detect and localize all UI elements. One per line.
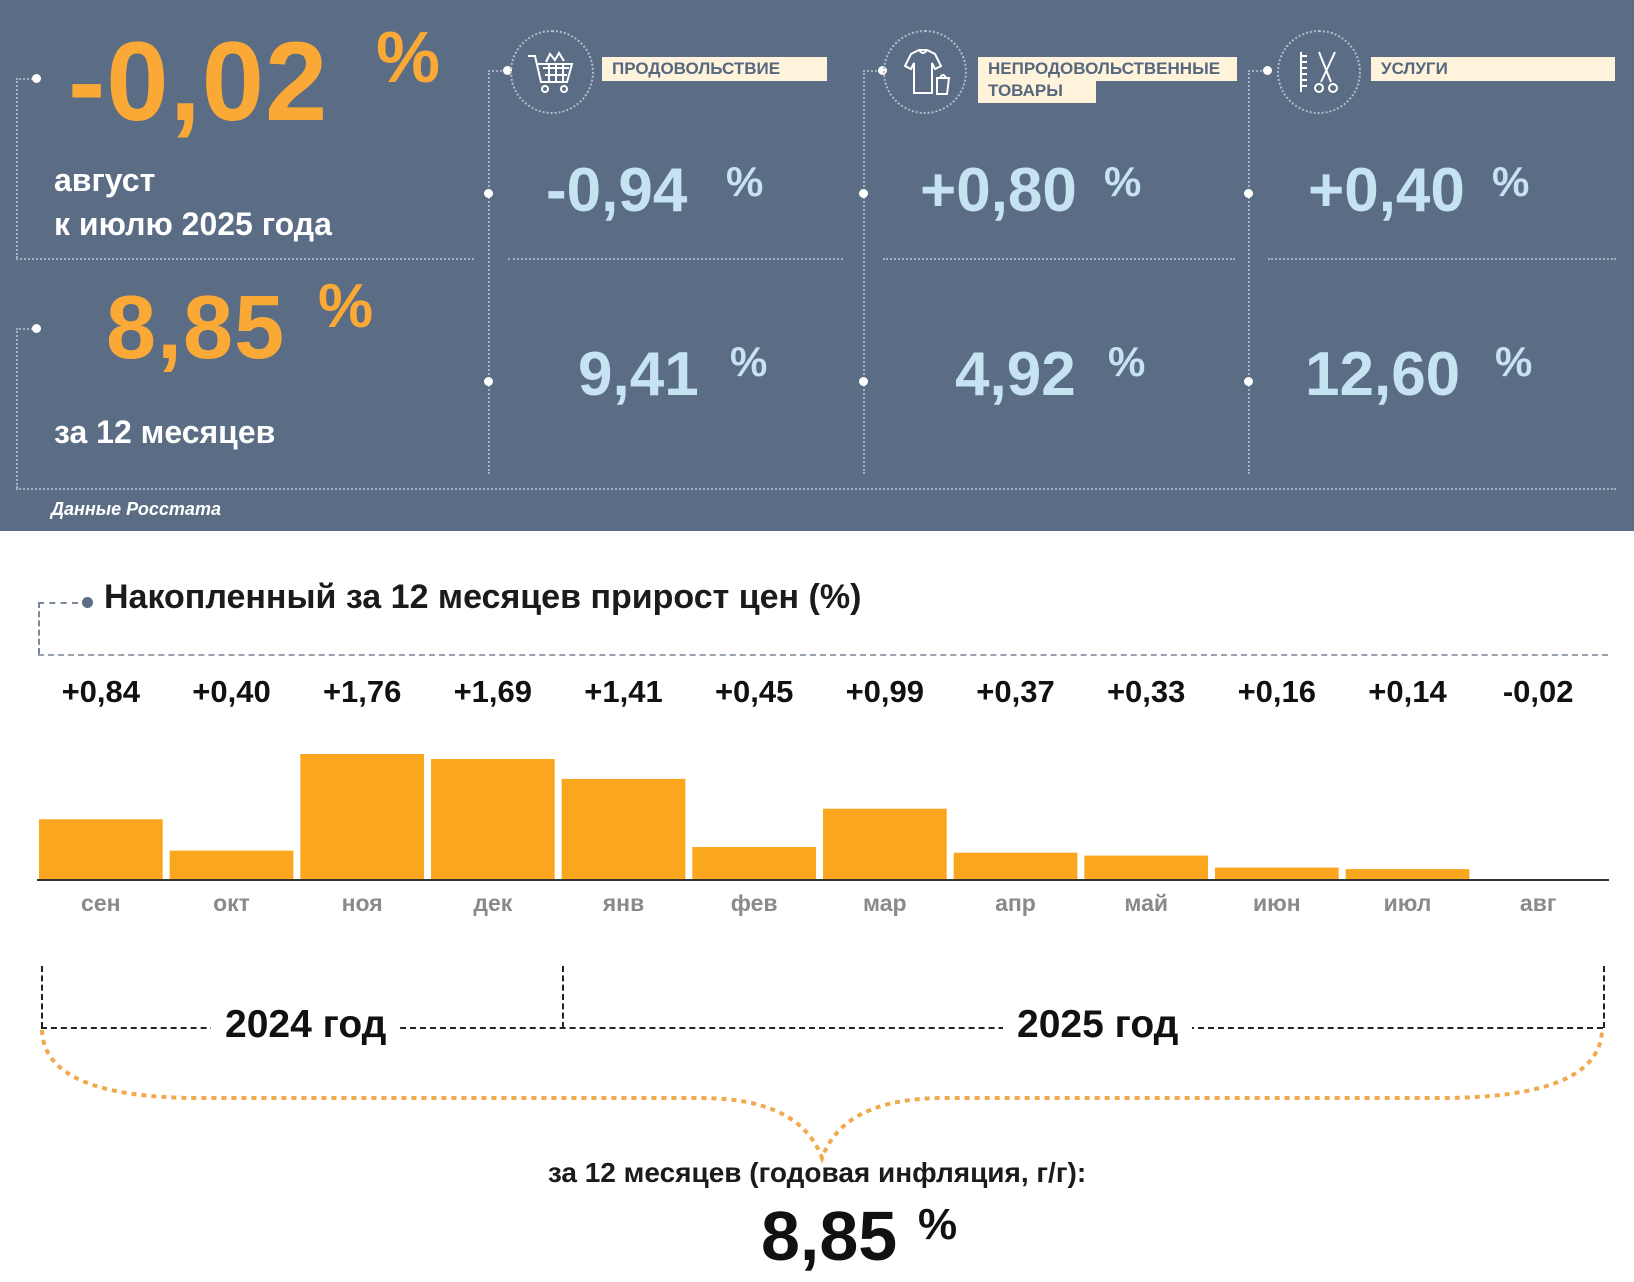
bar-мар — [823, 808, 947, 879]
bar-июн — [1215, 867, 1339, 879]
bar-value-label: +1,41 — [584, 674, 663, 709]
annual-label: за 12 месяцев — [54, 414, 276, 450]
category-label-nonfood: НЕПРОДОВОЛЬСТВЕННЫЕ — [978, 57, 1237, 81]
month-label: фев — [730, 890, 778, 916]
month-label: июл — [1383, 890, 1432, 916]
panel-marker-dot — [859, 377, 868, 386]
panel-marker-dot — [1244, 189, 1253, 198]
services-annual-value: 12,60 — [1305, 340, 1461, 409]
annual-summary-unit: % — [918, 1200, 958, 1249]
title-marker-dot — [82, 597, 93, 608]
services-monthly-value: +0,40 — [1308, 156, 1465, 225]
bar-value-label: +0,16 — [1237, 674, 1317, 709]
inflation-summary-panel: -0,02 % август к июлю 2025 года 8,85 % з… — [0, 0, 1634, 531]
annual-inflation-unit: % — [318, 272, 375, 341]
monthly-label-line1: август — [54, 162, 156, 198]
bar-value-label: +0,33 — [1106, 674, 1186, 709]
panel-marker-dot — [32, 74, 41, 83]
month-label: апр — [995, 890, 1036, 916]
panel-marker-dot — [878, 66, 887, 75]
bar-янв — [561, 778, 686, 879]
food-annual-value: 9,41 — [578, 340, 699, 409]
annual-inflation-value: 8,85 — [106, 278, 286, 378]
panel-marker-dot — [859, 189, 868, 198]
food-monthly-value: -0,94 — [546, 156, 688, 225]
category-label-food: ПРОДОВОЛЬСТВИЕ — [602, 57, 827, 81]
shopping-cart-icon — [510, 30, 594, 114]
chart-title: Накопленный за 12 месяцев прирост цен (%… — [104, 578, 862, 616]
monthly-label-line2: к июлю 2025 года — [54, 206, 332, 242]
bar-value-label: +1,69 — [453, 674, 533, 709]
month-label: июн — [1252, 890, 1301, 916]
panel-marker-dot — [484, 377, 493, 386]
month-label: окт — [213, 890, 250, 916]
month-label: ноя — [341, 890, 383, 916]
panel-marker-dot — [32, 324, 41, 333]
panel-marker-dot — [1244, 377, 1253, 386]
bar-value-label: +0,40 — [192, 674, 271, 709]
bar-value-label: +0,99 — [845, 674, 925, 709]
bar-май — [1084, 855, 1208, 879]
bar-value-label: +0,14 — [1368, 674, 1447, 709]
month-label: дек — [473, 890, 513, 916]
clothing-icon — [883, 30, 967, 114]
bar-окт — [169, 850, 294, 879]
year-label-2024: 2024 год — [211, 1003, 401, 1047]
panel-marker-dot — [1263, 66, 1272, 75]
monthly-inflation-value: -0,02 — [68, 19, 329, 144]
scissors-comb-icon — [1277, 30, 1361, 114]
month-label: мар — [863, 890, 907, 916]
annual-summary-value: 8,85 — [761, 1197, 898, 1275]
nonfood-annual-value: 4,92 — [955, 340, 1076, 409]
bar-фев — [692, 847, 816, 879]
panel-marker-dot — [484, 189, 493, 198]
bar-value-label: +1,76 — [322, 674, 402, 709]
nonfood-monthly-value: +0,80 — [920, 156, 1077, 225]
bar-value-label: -0,02 — [1502, 674, 1574, 709]
month-label: янв — [602, 890, 645, 916]
bar-value-label: +0,45 — [714, 674, 794, 709]
bar-value-label: +0,37 — [976, 674, 1055, 709]
bar-апр — [953, 852, 1078, 879]
bar-value-label: +0,84 — [61, 674, 141, 709]
data-source: Данные Росстата — [51, 499, 221, 519]
annual-caption: за 12 месяцев (годовая инфляция, г/г): — [547, 1157, 1087, 1188]
year-label-2025: 2025 год — [1003, 1003, 1193, 1047]
category-label-services: УСЛУГИ — [1371, 57, 1615, 81]
panel-marker-dot — [503, 66, 512, 75]
monthly-inflation-unit: % — [376, 18, 442, 98]
bar-сен — [39, 819, 163, 879]
bar-дек — [431, 759, 555, 879]
month-label: май — [1124, 890, 1169, 916]
month-label: авг — [1519, 890, 1557, 916]
month-label: сен — [81, 890, 121, 916]
bar-ноя — [300, 754, 424, 879]
bar-июл — [1345, 869, 1470, 879]
category-label-nonfood-line2: ТОВАРЫ — [978, 79, 1096, 103]
